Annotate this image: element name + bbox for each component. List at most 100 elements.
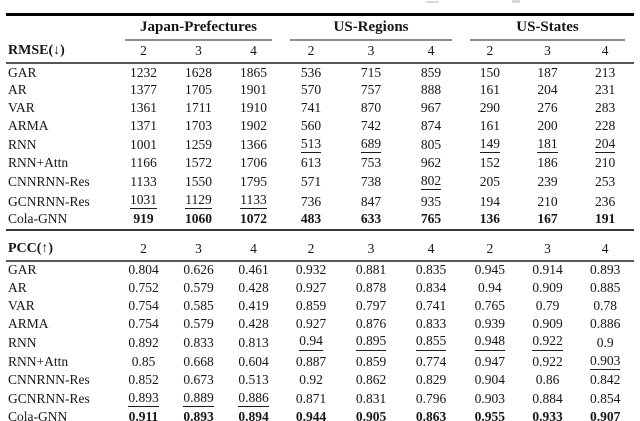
horizon-header: 3 [367, 240, 375, 256]
value-text: 0.889 [183, 390, 214, 408]
value-text: 210 [537, 193, 558, 209]
value-text: 0.833 [415, 315, 447, 331]
value-text: 1711 [185, 100, 212, 116]
value-text: 0.855 [415, 333, 447, 351]
cell-value: 1133 [226, 192, 281, 211]
horizon-header: 4 [250, 240, 257, 256]
cell-value: 1031 [116, 192, 171, 211]
cell-value: 0.893 [171, 409, 226, 421]
value-text: 613 [300, 154, 322, 170]
value-text: 0.939 [474, 315, 506, 331]
group-header-label: Japan-Prefectures [125, 18, 273, 41]
horizon-header: 3 [544, 240, 551, 256]
cell-model-name: GAR [8, 64, 37, 80]
value-text: 802 [420, 173, 442, 191]
value-text: 0.909 [532, 315, 563, 331]
cell-value: 228 [576, 117, 634, 135]
cell-value: 236 [576, 192, 634, 211]
value-text: 0.85 [131, 354, 156, 370]
value-text: 150 [479, 64, 500, 80]
cell-value: 0.428 [226, 315, 281, 333]
cell-value: 874 [401, 117, 461, 135]
table-head: Japan-Prefectures US-Regions US-States [6, 15, 634, 41]
cell-value: 1377 [116, 82, 171, 100]
cell-model-name: CNNRNN-Res [8, 174, 90, 190]
value-text: 0.876 [355, 315, 387, 331]
cell-value: 753 [341, 154, 401, 172]
cell-model-name: AR [8, 82, 27, 98]
group-header-label: US-Regions [290, 18, 453, 41]
value-text: 0.933 [532, 409, 563, 421]
value-text: 194 [479, 193, 500, 209]
value-text: 0.804 [128, 262, 159, 278]
table-row: CNNRNN-Res 1133 1550 1795 571 738 802 205 239 253 [6, 172, 634, 191]
value-text: 0.428 [238, 315, 269, 331]
horizon-header: 4 [427, 240, 435, 256]
metric-label: RMSE(↓) [8, 43, 65, 58]
cell-value: 149 [461, 135, 519, 154]
value-text: 1902 [240, 117, 267, 133]
cell-value: 0.893 [116, 389, 171, 408]
cell-value: 0.94 [461, 279, 519, 297]
cell-value: 1361 [116, 100, 171, 118]
group-header-label: US-States [470, 18, 625, 41]
cell-value: 276 [519, 100, 577, 118]
cell-value: 0.905 [341, 409, 401, 421]
cell-value: 0.752 [116, 279, 171, 297]
cell-value: 0.863 [401, 409, 461, 421]
cell-value: 0.881 [341, 261, 401, 280]
cell-value: 0.927 [281, 315, 341, 333]
cell-value: 0.889 [171, 389, 226, 408]
cell-value: 210 [519, 192, 577, 211]
cell-value: 1060 [171, 211, 226, 230]
cell-value: 0.927 [281, 279, 341, 297]
cell-value: 0.903 [576, 352, 634, 371]
cell-value: 1366 [226, 135, 281, 154]
value-text: 1232 [130, 64, 157, 80]
cell-value: 0.887 [281, 352, 341, 371]
horizon-header: 4 [601, 240, 609, 256]
cell-value: 1072 [226, 211, 281, 230]
value-text: 0.914 [532, 262, 563, 278]
table-row: ARMA 1371 1703 1902 560 742 874 161 200 228 [6, 117, 634, 135]
value-text: 191 [595, 211, 616, 227]
cell-value: 0.804 [116, 261, 171, 280]
value-text: 200 [537, 117, 558, 133]
cell-model-name: CNNRNN-Res [8, 371, 90, 387]
cell-value: 0.914 [519, 261, 577, 280]
cell-value: 0.876 [341, 315, 401, 333]
cell-value: 689 [341, 135, 401, 154]
horizon-header: 3 [195, 240, 202, 256]
cell-value: 0.765 [461, 297, 519, 315]
cropped-text-artifact [426, 1, 439, 3]
cell-value: 0.932 [281, 261, 341, 280]
cell-value: 187 [519, 63, 577, 82]
cell-value: 1902 [226, 117, 281, 135]
cell-value: 571 [281, 172, 341, 191]
value-text: 0.955 [474, 409, 506, 421]
cell-value: 213 [576, 63, 634, 82]
value-text: 571 [300, 174, 322, 190]
value-text: 0.585 [183, 297, 214, 313]
metric-label: PCC(↑) [8, 240, 54, 256]
value-text: 0.741 [415, 297, 447, 313]
cell-value: 204 [576, 135, 634, 154]
horizon-header: 2 [307, 240, 315, 256]
cell-value: 1706 [226, 154, 281, 172]
value-text: 0.673 [183, 371, 214, 387]
cell-model-name: ARMA [8, 117, 49, 133]
table-row: AR 0.752 0.579 0.428 0.927 0.878 0.834 0.94 0.90… [6, 279, 634, 297]
cell-value: 191 [576, 211, 634, 230]
value-text: 738 [360, 174, 382, 190]
cell-value: 0.884 [519, 389, 577, 408]
value-text: 204 [595, 136, 616, 153]
value-text: 1133 [240, 192, 267, 210]
table-row: Cola-GNN 0.911 0.893 0.894 0.944 0.905 0.863 0.… [6, 409, 634, 421]
cell-value: 560 [281, 117, 341, 135]
cell-value: 0.831 [341, 389, 401, 408]
value-text: 136 [479, 211, 500, 227]
value-text: 0.927 [295, 279, 327, 295]
value-text: 0.893 [128, 390, 159, 408]
value-text: 239 [537, 174, 558, 190]
